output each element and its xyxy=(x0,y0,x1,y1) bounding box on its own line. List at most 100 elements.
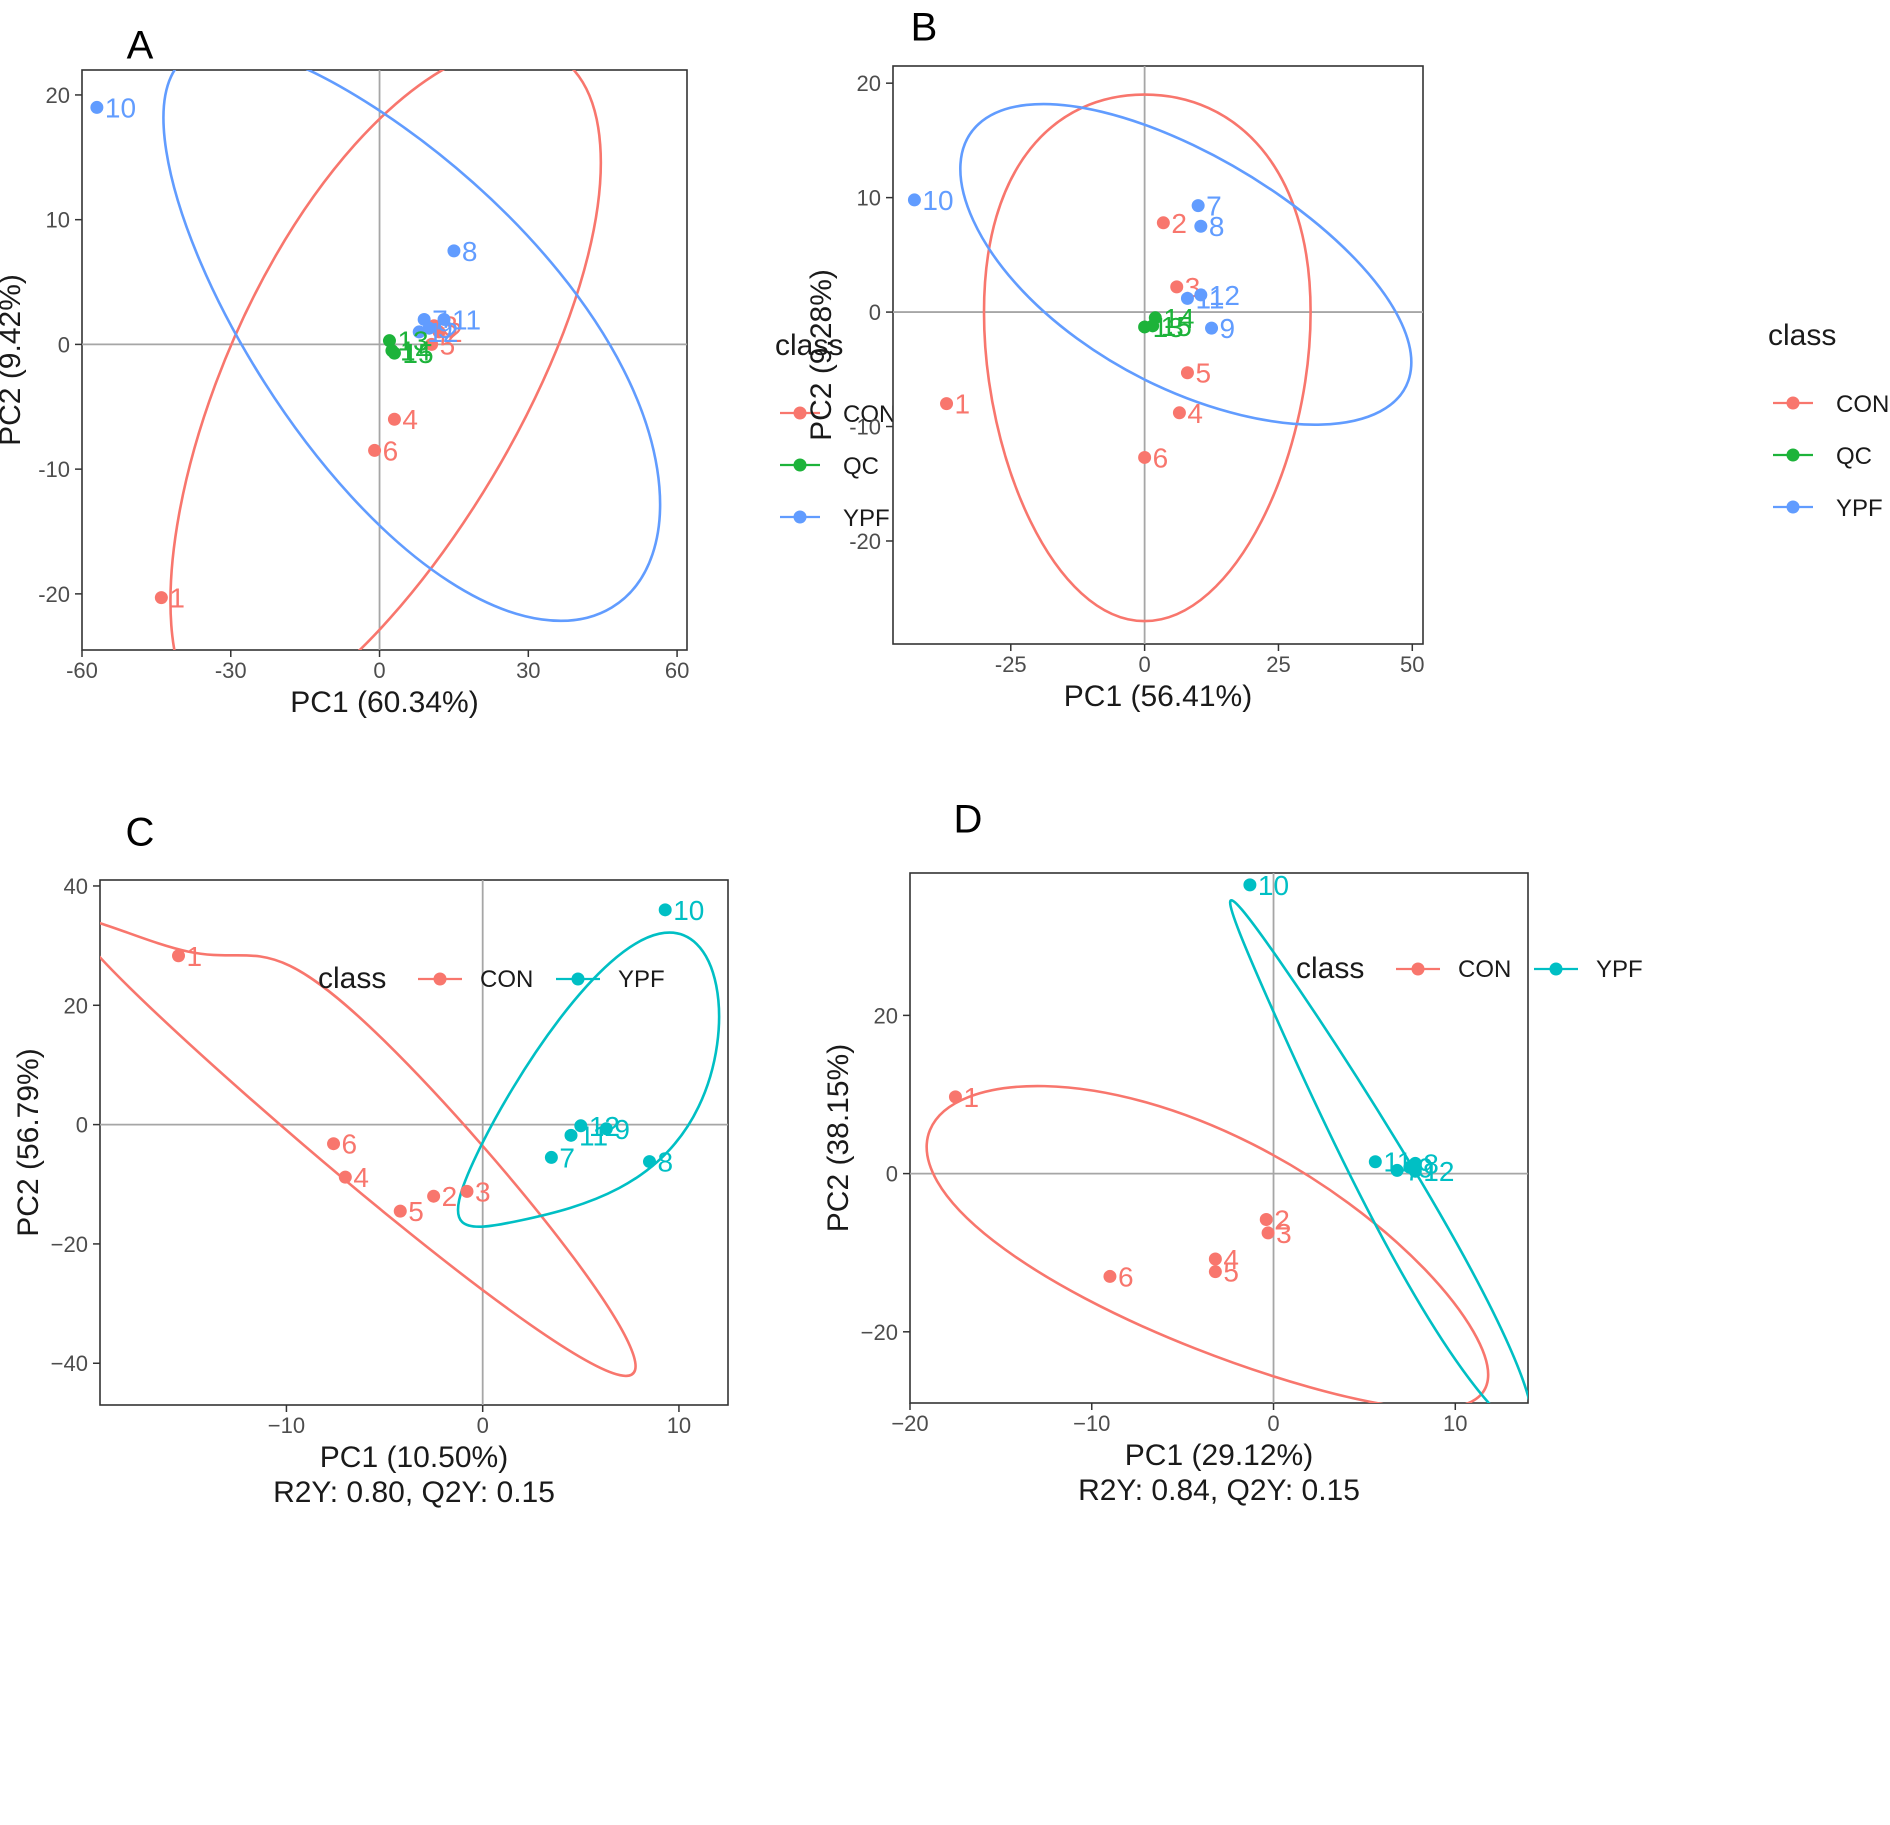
y-tick-label: 0 xyxy=(886,1162,898,1187)
legend-key-point xyxy=(1786,500,1800,514)
plot-frame xyxy=(892,65,1424,645)
point-label: 5 xyxy=(1195,358,1211,389)
point-label: 3 xyxy=(475,1176,491,1207)
x-tick-label: 25 xyxy=(1266,652,1290,677)
panel-c: C −10 0 10 40 20 0 −20 −40 PC1 (10.50%) PC2 (56.79… xyxy=(12,811,729,1509)
legend-key-point xyxy=(793,458,807,472)
panel-letter: B xyxy=(911,6,938,50)
x-axis-label: PC1 (29.12%) xyxy=(1125,1439,1313,1472)
plot-frame xyxy=(909,872,1529,1404)
y-tick-label: −20 xyxy=(861,1320,898,1345)
data-point xyxy=(1191,199,1205,213)
point-label: 4 xyxy=(1187,398,1203,429)
legend-title: class xyxy=(775,329,843,362)
y-tick-label: −40 xyxy=(51,1351,88,1376)
y-tick-label: 20 xyxy=(857,71,881,96)
x-tick-label: −10 xyxy=(1073,1411,1110,1436)
data-point xyxy=(387,412,401,426)
legend-key-point xyxy=(571,972,585,986)
y-tick-label: -10 xyxy=(849,415,881,440)
y-axis-label: PC2 (9.42%) xyxy=(0,274,27,446)
y-tick-label: -20 xyxy=(849,529,881,554)
y-tick-label: -10 xyxy=(38,457,70,482)
y-axis-label: PC2 (38.15%) xyxy=(822,1044,855,1232)
data-point xyxy=(427,1189,441,1203)
y-tick-label: 0 xyxy=(869,300,881,325)
data-point xyxy=(1180,366,1194,380)
legend: class CON QC YPF xyxy=(1768,319,1889,522)
data-point xyxy=(1208,1252,1222,1266)
legend-entry-label: CON xyxy=(480,966,533,993)
legend-entry-label: YPF xyxy=(618,966,665,993)
y-tick-label: 20 xyxy=(64,993,88,1018)
x-tick-label: 10 xyxy=(667,1413,691,1438)
confidence-ellipse-ypf xyxy=(959,102,1413,427)
x-tick-label: 0 xyxy=(477,1413,489,1438)
confidence-ellipse-con xyxy=(925,1084,1490,1403)
y-tick-label: −20 xyxy=(51,1232,88,1257)
point-label: 4 xyxy=(353,1162,369,1193)
legend-title: class xyxy=(1768,319,1836,352)
point-label: 5 xyxy=(440,329,456,360)
point-label: 7 xyxy=(1206,191,1222,222)
data-point xyxy=(1156,216,1170,230)
legend-key-point xyxy=(1411,962,1425,976)
point-label: 2 xyxy=(447,317,463,348)
data-point xyxy=(172,949,185,963)
point-label: 1 xyxy=(169,583,185,614)
x-axis-label: PC1 (10.50%) xyxy=(320,1441,508,1474)
x-tick-label: −10 xyxy=(268,1413,305,1438)
point-label: 15 xyxy=(402,338,433,369)
data-point xyxy=(338,1170,352,1184)
panel-letter: D xyxy=(954,798,983,842)
x-axis-label: PC1 (56.41%) xyxy=(1064,680,1252,713)
data-point xyxy=(1103,1269,1117,1283)
confidence-ellipse-ypf xyxy=(1228,899,1528,1403)
y-tick-label: 0 xyxy=(58,332,70,357)
point-label: 8 xyxy=(658,1147,674,1178)
point-label: 4 xyxy=(1223,1244,1239,1275)
legend-entry-label: CON xyxy=(843,401,896,428)
point-label: 10 xyxy=(105,92,136,123)
legend-entry-label: CON xyxy=(1836,391,1889,418)
point-label: 1 xyxy=(187,941,203,972)
data-point xyxy=(387,346,401,360)
legend: class CON QC YPF xyxy=(775,329,896,532)
y-axis-label: PC2 (56.79%) xyxy=(12,1048,45,1236)
data-point xyxy=(544,1150,558,1164)
data-point xyxy=(1390,1163,1404,1177)
data-point xyxy=(425,337,439,351)
data-point xyxy=(154,591,168,605)
data-point xyxy=(447,244,461,258)
legend-entry-label: YPF xyxy=(843,505,890,532)
x-tick-label: 10 xyxy=(1443,1411,1467,1436)
point-label: 5 xyxy=(1223,1257,1239,1288)
data-point xyxy=(327,1137,341,1151)
x-tick-label: 0 xyxy=(1138,652,1150,677)
legend-key-point xyxy=(1786,448,1800,462)
confidence-ellipse-con xyxy=(982,93,1312,623)
legend-key-point xyxy=(793,406,807,420)
data-point xyxy=(1146,319,1160,333)
x-tick-label: -60 xyxy=(66,658,98,683)
point-label: 8 xyxy=(462,236,478,267)
data-point xyxy=(1408,1164,1422,1178)
panel-letter: A xyxy=(127,24,154,68)
data-point xyxy=(574,1119,588,1133)
data-point xyxy=(1368,1155,1382,1169)
data-point xyxy=(1261,1226,1275,1240)
plot-frame xyxy=(99,879,729,1406)
x-tick-label: 60 xyxy=(665,658,689,683)
legend-title: class xyxy=(318,962,386,995)
legend: class CON YPF xyxy=(1296,952,1643,985)
point-label: 14 xyxy=(1163,303,1194,334)
data-point xyxy=(422,321,436,335)
y-tick-label: 20 xyxy=(874,1003,898,1028)
legend-entry-label: QC xyxy=(1836,443,1872,470)
legend-entry-label: CON xyxy=(1458,956,1511,983)
x-tick-label: 0 xyxy=(1267,1411,1279,1436)
legend-title: class xyxy=(1296,952,1364,985)
data-point xyxy=(1208,1265,1222,1279)
data-point xyxy=(1194,219,1208,233)
